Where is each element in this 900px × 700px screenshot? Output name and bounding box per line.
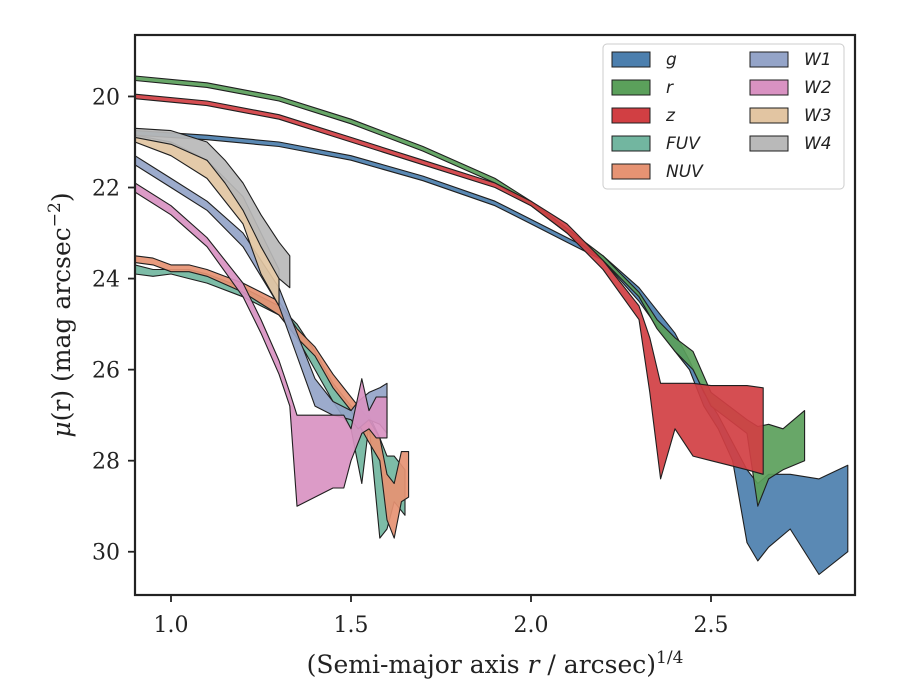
legend-label-w4: W4 bbox=[804, 134, 832, 154]
series-band-z bbox=[135, 93, 764, 480]
legend-label-nuv: NUV bbox=[666, 162, 704, 182]
legend-label-w1: W1 bbox=[804, 50, 832, 70]
y-tick-label: 24 bbox=[92, 268, 120, 293]
legend-swatch-r bbox=[611, 79, 651, 96]
legend-label-z: z bbox=[665, 106, 676, 126]
series-band-w4 bbox=[135, 127, 291, 289]
x-axis: 1.0 1.5 2.0 2.5 bbox=[154, 595, 729, 638]
legend-label-fuv: FUV bbox=[666, 134, 701, 154]
legend-swatch-fuv bbox=[611, 135, 651, 152]
y-tick-label: 30 bbox=[92, 541, 120, 566]
x-tick-label: 2.0 bbox=[514, 613, 549, 638]
y-tick-label: 26 bbox=[92, 359, 120, 384]
x-tick-label: 1.0 bbox=[154, 613, 189, 638]
legend-swatch-w2 bbox=[749, 79, 789, 96]
legend: grz FUV NUV W1 W2 W3 W4 bbox=[602, 43, 845, 190]
legend-label-w2: W2 bbox=[804, 78, 832, 98]
series-band-w2 bbox=[135, 182, 388, 507]
y-axis-label: μ(r) (mag arcsec−2) bbox=[45, 192, 76, 437]
legend-swatch-w1 bbox=[749, 51, 789, 68]
legend-swatch-z bbox=[611, 107, 651, 124]
series-layer bbox=[135, 75, 849, 576]
legend-swatch-nuv bbox=[611, 163, 651, 180]
legend-swatch-w3 bbox=[749, 107, 789, 124]
legend-swatch-w4 bbox=[749, 135, 789, 152]
legend-label-g: g bbox=[666, 50, 677, 70]
y-axis: 20 22 24 26 28 30 bbox=[92, 85, 135, 566]
legend-swatch-g bbox=[611, 51, 651, 68]
series-band-g bbox=[135, 130, 849, 576]
y-tick-label: 28 bbox=[92, 450, 120, 475]
x-tick-label: 1.5 bbox=[334, 613, 369, 638]
legend-label-w3: W3 bbox=[804, 106, 832, 126]
plot-frame bbox=[133, 33, 857, 597]
y-tick-label: 20 bbox=[92, 85, 120, 110]
x-tick-label: 2.5 bbox=[694, 613, 729, 638]
x-axis-label: (Semi-major axis r / arcsec)1/4 bbox=[307, 648, 684, 679]
y-tick-label: 22 bbox=[92, 177, 120, 202]
legend-label-r: r bbox=[666, 78, 674, 98]
series-band-nuv bbox=[135, 255, 410, 539]
